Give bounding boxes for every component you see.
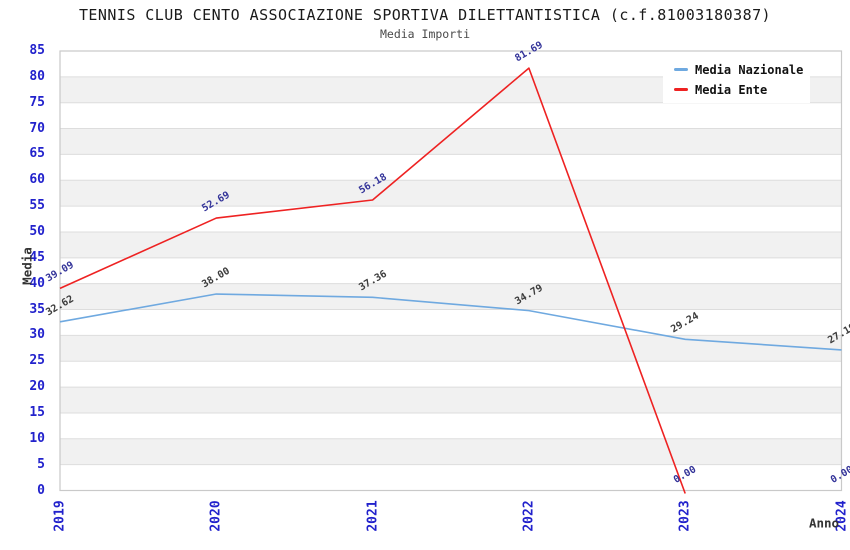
legend-label: Media Ente [695, 82, 768, 97]
chart-subtitle: Media Importi [379, 27, 470, 41]
y-tick-label: 55 [29, 198, 45, 214]
x-tick-label: 2023 [677, 500, 693, 532]
y-tick-label: 30 [29, 327, 45, 343]
y-tick-label: 80 [29, 68, 45, 84]
x-axis-title: Anno [808, 515, 840, 531]
y-tick-label: 35 [29, 301, 45, 317]
x-tick-label: 2022 [521, 500, 537, 532]
y-tick-label: 60 [29, 172, 45, 188]
y-tick-label: 20 [29, 379, 45, 395]
y-tick-label: 0 [37, 482, 45, 498]
x-tick-label: 2021 [365, 500, 381, 532]
legend-item-media-ente: Media Ente [663, 83, 810, 97]
y-tick-label: 40 [29, 275, 45, 291]
chart-title: TENNIS CLUB CENTO ASSOCIAZIONE SPORTIVA … [78, 6, 772, 24]
y-tick-label: 25 [29, 353, 45, 369]
y-tick-label: 70 [29, 120, 45, 136]
media-ente-line-swatch-icon [674, 88, 688, 91]
grid-band [60, 231, 842, 258]
media-nazionale-line-swatch-icon [674, 68, 688, 71]
legend: Media Nazionale Media Ente [663, 56, 810, 103]
grid-band [60, 387, 842, 413]
x-tick-label: 2020 [208, 500, 224, 532]
grid-band [60, 180, 842, 207]
plot-frame [59, 50, 843, 492]
y-tick-label: 85 [29, 43, 45, 58]
y-tick-label: 10 [29, 430, 45, 446]
grid-band [60, 438, 842, 465]
y-tick-label: 45 [29, 249, 45, 265]
y-axis-title: Media [19, 247, 35, 285]
x-tick-label: 2019 [52, 500, 68, 532]
y-tick-label: 5 [37, 456, 45, 472]
y-tick-label: 15 [29, 404, 45, 420]
grid-band [60, 283, 842, 310]
y-tick-label: 65 [29, 146, 45, 162]
y-tick-label: 50 [29, 223, 45, 239]
grid-band [60, 335, 842, 362]
legend-item-media-nazionale: Media Nazionale [663, 63, 810, 77]
legend-label: Media Nazionale [695, 62, 804, 77]
series-line-media-nazionale [59, 293, 842, 351]
grid-band [60, 128, 842, 155]
y-tick-label: 75 [29, 94, 45, 110]
